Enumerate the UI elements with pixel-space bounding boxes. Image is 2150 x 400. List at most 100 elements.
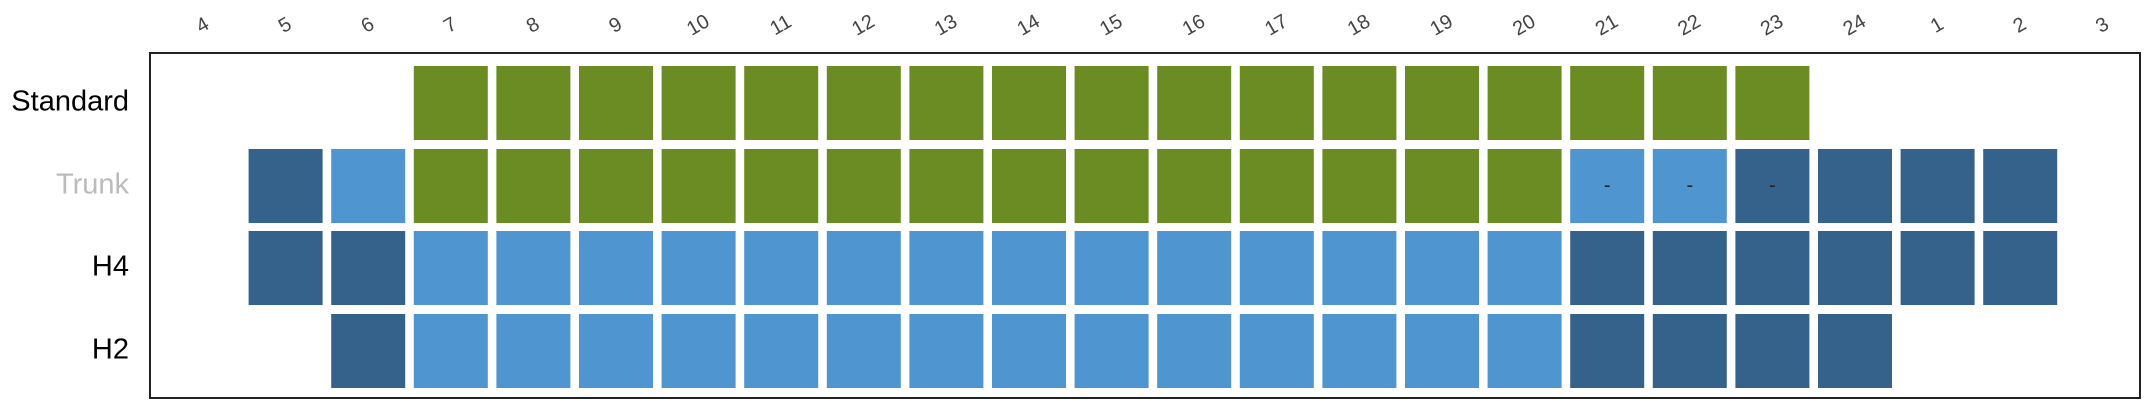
heatmap-cell (1322, 66, 1397, 140)
x-tick-label: 1 (1927, 13, 1948, 38)
heatmap-cell (1900, 149, 1975, 223)
heatmap-cell (1322, 149, 1397, 223)
heatmap-cells: --- (248, 66, 2058, 388)
heatmap-cell (826, 149, 901, 223)
heatmap-cell (1900, 231, 1975, 305)
x-tick-label: 14 (1014, 10, 1044, 40)
heatmap-cell (1239, 66, 1314, 140)
x-tick-label: 3 (2092, 13, 2113, 38)
heatmap-cell (413, 149, 488, 223)
x-tick-label: 17 (1261, 10, 1291, 40)
heatmap-cell (413, 231, 488, 305)
row-label: H2 (92, 334, 129, 366)
heatmap-cell (496, 149, 571, 223)
heatmap-cell (1074, 231, 1149, 305)
heatmap-cell (992, 66, 1066, 140)
heatmap-cell (1074, 66, 1149, 140)
heatmap-cell (1405, 66, 1479, 140)
x-tick-label: 9 (605, 13, 626, 38)
x-tick-label: 22 (1674, 10, 1704, 40)
heatmap-cell (992, 231, 1066, 305)
heatmap-cell (992, 149, 1066, 223)
heatmap-cell (661, 231, 736, 305)
heatmap-cell (1652, 314, 1727, 388)
heatmap-cell (661, 66, 736, 140)
heatmap-cell (1157, 149, 1232, 223)
x-tick-labels: 4 5 6 7 8 9 10 11 12 13 14 15 16 17 18 19 20 21 22 23 24 1 2 3 (192, 10, 2112, 40)
x-tick-label: 4 (192, 13, 213, 38)
plot-frame (149, 52, 2141, 399)
heatmap-cell (909, 231, 984, 305)
heatmap-cell (331, 314, 406, 388)
heatmap-cell (496, 66, 571, 140)
heatmap-cell (1157, 66, 1232, 140)
x-tick-label: 5 (275, 13, 296, 38)
x-tick-label: 6 (358, 13, 379, 38)
x-tick-label: 7 (440, 13, 461, 38)
heatmap-cell (1487, 66, 1562, 140)
cell-annotation: - (1604, 174, 1611, 196)
heatmap-cell (744, 66, 819, 140)
heatmap-cell (1322, 314, 1397, 388)
heatmap-cell (1157, 314, 1232, 388)
heatmap-cell (1735, 314, 1810, 388)
heatmap-cell (496, 314, 571, 388)
cell-annotation: - (1769, 174, 1776, 196)
heatmap-cell (1487, 231, 1562, 305)
heatmap-cell (579, 149, 653, 223)
heatmap-cell (413, 314, 488, 388)
x-tick-label: 11 (766, 11, 795, 40)
heatmap-cell (1239, 149, 1314, 223)
heatmap-cell (1983, 231, 2058, 305)
row-label: Trunk (56, 169, 130, 201)
heatmap-cell (1487, 149, 1562, 223)
heatmap-cell (1818, 231, 1892, 305)
row-label: H4 (92, 251, 129, 283)
heatmap-cell (1735, 231, 1810, 305)
heatmap-cell (909, 66, 984, 140)
heatmap-cell (579, 314, 653, 388)
x-tick-label: 21 (1592, 10, 1622, 40)
x-tick-label: 20 (1509, 10, 1539, 40)
heatmap-cell (1818, 149, 1892, 223)
heatmap-cell (992, 314, 1066, 388)
row-labels: Standard Trunk H4 H2 (11, 86, 129, 366)
x-tick-label: 12 (848, 10, 878, 40)
x-tick-label: 8 (523, 13, 544, 38)
heatmap-cell (1652, 149, 1727, 223)
heatmap-cell (1157, 231, 1232, 305)
heatmap-cell (826, 66, 901, 140)
heatmap-cell (1570, 231, 1645, 305)
x-tick-label: 23 (1757, 10, 1787, 40)
x-tick-label: 13 (931, 10, 961, 40)
cell-annotation: - (1686, 174, 1693, 196)
heatmap-cell (744, 231, 819, 305)
heatmap-cell (1570, 66, 1645, 140)
heatmap-cell (1818, 314, 1892, 388)
x-tick-label: 16 (1179, 10, 1209, 40)
heatmap-cell (661, 149, 736, 223)
heatmap-cell (1405, 231, 1479, 305)
heatmap-cell (1652, 231, 1727, 305)
x-tick-label: 10 (683, 10, 713, 40)
heatmap-cell (909, 149, 984, 223)
heatmap-cell (1570, 149, 1645, 223)
heatmap-cell (1405, 149, 1479, 223)
heatmap-cell (1735, 149, 1810, 223)
x-tick-label: 19 (1427, 10, 1457, 40)
heatmap-cell (579, 66, 653, 140)
heatmap-cell (909, 314, 984, 388)
heatmap-cell (331, 231, 406, 305)
heatmap-cell (1652, 66, 1727, 140)
heatmap-cell (579, 231, 653, 305)
heatmap-cell (1322, 231, 1397, 305)
x-tick-label: 2 (2010, 13, 2031, 38)
heatmap-cell (496, 231, 571, 305)
x-tick-label: 15 (1096, 10, 1126, 40)
x-tick-label: 18 (1344, 10, 1374, 40)
heatmap-cell (826, 231, 901, 305)
heatmap-cell (1074, 314, 1149, 388)
heatmap-cell (1239, 314, 1314, 388)
heatmap-cell (1074, 149, 1149, 223)
